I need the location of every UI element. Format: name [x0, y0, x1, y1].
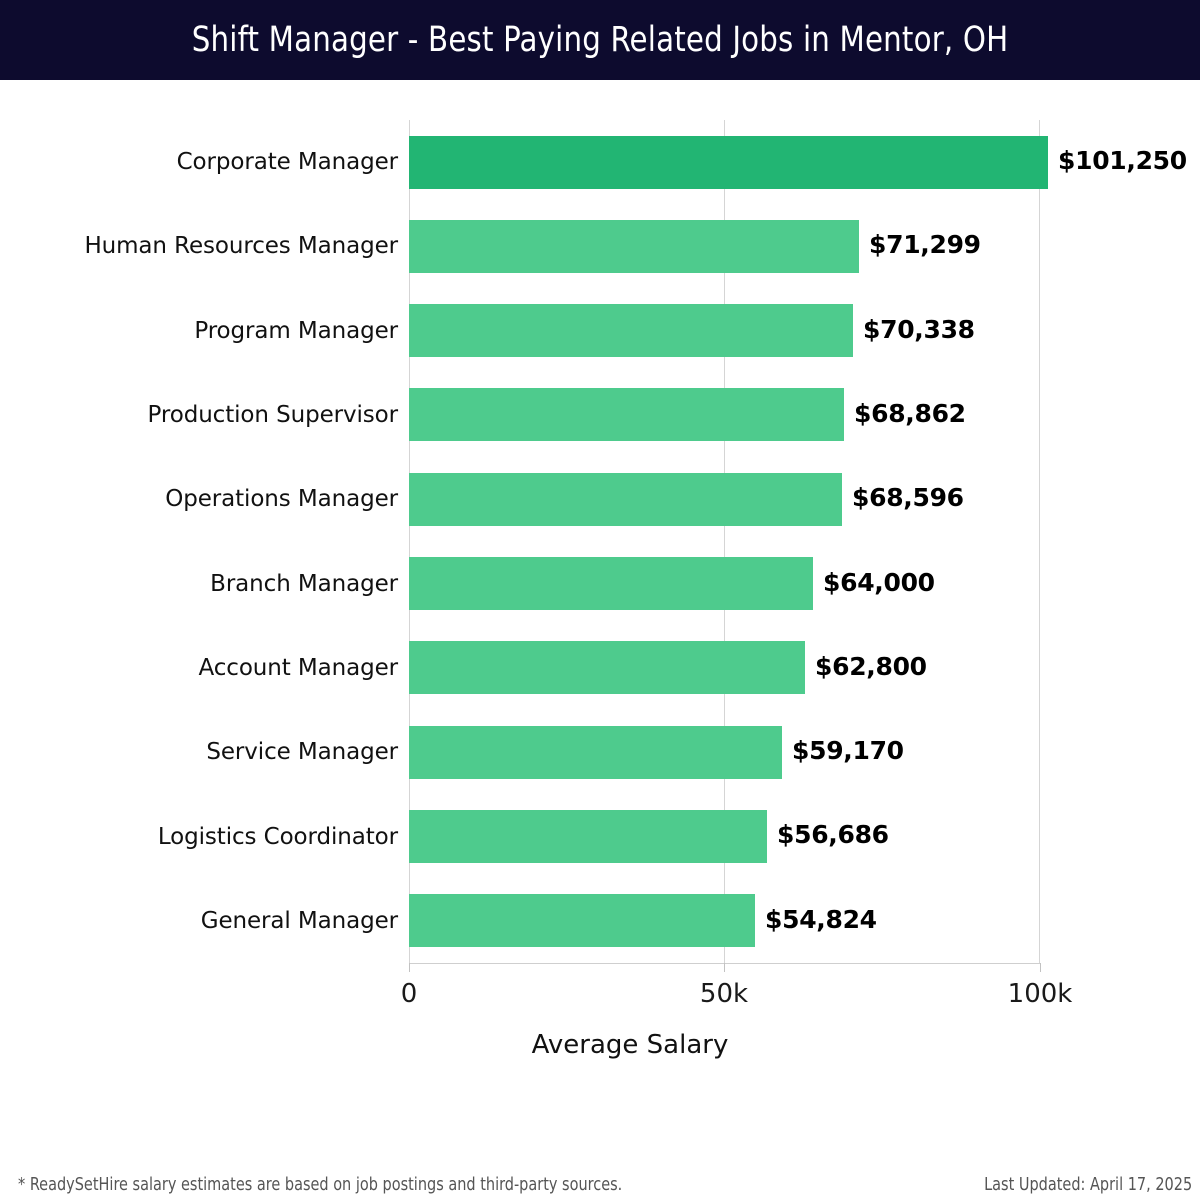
bar-category-label: General Manager: [200, 907, 398, 934]
bar-row: Human Resources Manager $71,299: [0, 204, 1200, 288]
bar[interactable]: [409, 809, 767, 863]
bar-category-label: Logistics Coordinator: [157, 823, 398, 850]
bar-value-label: $71,299: [869, 230, 981, 260]
x-tick-label-50k: 50k: [699, 979, 749, 1009]
gridline-100k: [1039, 120, 1040, 963]
bar-value-label: $68,862: [854, 398, 966, 428]
bar-category-label: Operations Manager: [165, 486, 398, 513]
footer-last-updated: Last Updated: April 17, 2025: [983, 1175, 1192, 1195]
x-tick-mark-0: [409, 963, 410, 972]
bar[interactable]: [409, 557, 813, 610]
bar-value-label: $54,824: [765, 904, 877, 934]
bar-category-label: Production Supervisor: [147, 402, 399, 429]
bar-chart: Corporate Manager $101,250 Human Resources…: [0, 80, 1200, 1195]
bar-category-label: Program Manager: [194, 317, 398, 344]
bar-category-label: Human Resources Manager: [84, 233, 398, 260]
bar[interactable]: [409, 894, 755, 948]
bar-row: Operations Manager $68,596: [0, 457, 1200, 541]
page-title: Shift Manager - Best Paying Related Jobs…: [191, 20, 1009, 60]
bar-value-label: $59,170: [792, 736, 904, 766]
footer-disclaimer: * ReadySetHire salary estimates are base…: [18, 1175, 623, 1195]
chart-header-banner: Shift Manager - Best Paying Related Jobs…: [0, 0, 1200, 80]
gridline-0: [409, 120, 410, 963]
bar-row: Production Supervisor $68,862: [0, 373, 1200, 457]
bar-value-label: $70,338: [863, 314, 975, 344]
bar[interactable]: [409, 725, 782, 779]
x-tick-label-100k: 100k: [1007, 979, 1073, 1009]
x-tick-mark-50k: [724, 963, 725, 972]
bar-category-label: Branch Manager: [210, 570, 398, 597]
bar-row: Account Manager $62,800: [0, 626, 1200, 710]
x-tick-mark-100k: [1040, 963, 1041, 972]
bar[interactable]: [409, 135, 1048, 189]
bar-row: Logistics Coordinator $56,686: [0, 794, 1200, 878]
bar-row: Service Manager $59,170: [0, 710, 1200, 794]
bar-category-label: Service Manager: [206, 739, 398, 766]
bar-value-label: $64,000: [823, 567, 935, 597]
bar-row: Corporate Manager $101,250: [0, 120, 1200, 204]
plot-area: [409, 120, 1040, 963]
gridline-50k: [724, 120, 725, 963]
bar[interactable]: [409, 641, 805, 695]
bar-category-label: Account Manager: [198, 654, 399, 681]
bar[interactable]: [409, 304, 853, 358]
bar[interactable]: [409, 388, 844, 442]
bar-value-label: $56,686: [777, 820, 889, 850]
bar-value-label: $68,596: [852, 483, 964, 513]
bar-category-label: Corporate Manager: [176, 149, 399, 176]
bar-row: Branch Manager $64,000: [0, 542, 1200, 626]
x-axis-title: Average Salary: [531, 1030, 729, 1060]
bar-row: General Manager $54,824: [0, 879, 1200, 963]
bar-value-label: $62,800: [815, 651, 927, 681]
x-tick-label-0: 0: [400, 979, 418, 1009]
bar-value-label: $101,250: [1058, 146, 1187, 175]
bar[interactable]: [409, 219, 859, 273]
x-axis-line: [409, 963, 1041, 964]
bar[interactable]: [409, 472, 842, 526]
bar-row: Program Manager $70,338: [0, 289, 1200, 373]
